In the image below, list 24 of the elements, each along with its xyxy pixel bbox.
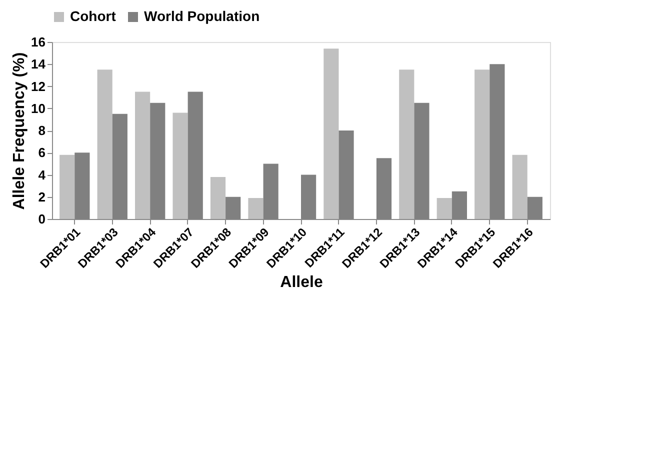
bar	[436, 198, 452, 219]
bar	[399, 70, 414, 219]
bar	[474, 70, 490, 219]
bar	[324, 48, 339, 219]
bar	[512, 154, 528, 219]
legend-label: World Population	[144, 8, 260, 24]
y-tick-label: 10	[31, 100, 46, 116]
x-axis-title: Allele	[280, 274, 323, 292]
y-tick-label: 0	[38, 212, 46, 226]
bar	[172, 112, 188, 219]
y-tick-label: 2	[38, 189, 46, 204]
y-tick-label: 4	[38, 167, 46, 182]
y-axis-title: Allele Frequency (%)	[11, 52, 28, 210]
bar	[60, 154, 75, 219]
y-tick-label: 12	[31, 78, 46, 94]
y-tick-label: 6	[38, 145, 46, 160]
y-tick-label: 16	[31, 34, 46, 50]
y-tick-label: 14	[31, 56, 46, 72]
bar	[210, 176, 226, 219]
legend-label: Cohort	[70, 8, 116, 24]
bar	[97, 70, 112, 219]
bar	[135, 92, 150, 219]
y-tick-label: 8	[38, 123, 46, 138]
bar	[248, 198, 264, 219]
